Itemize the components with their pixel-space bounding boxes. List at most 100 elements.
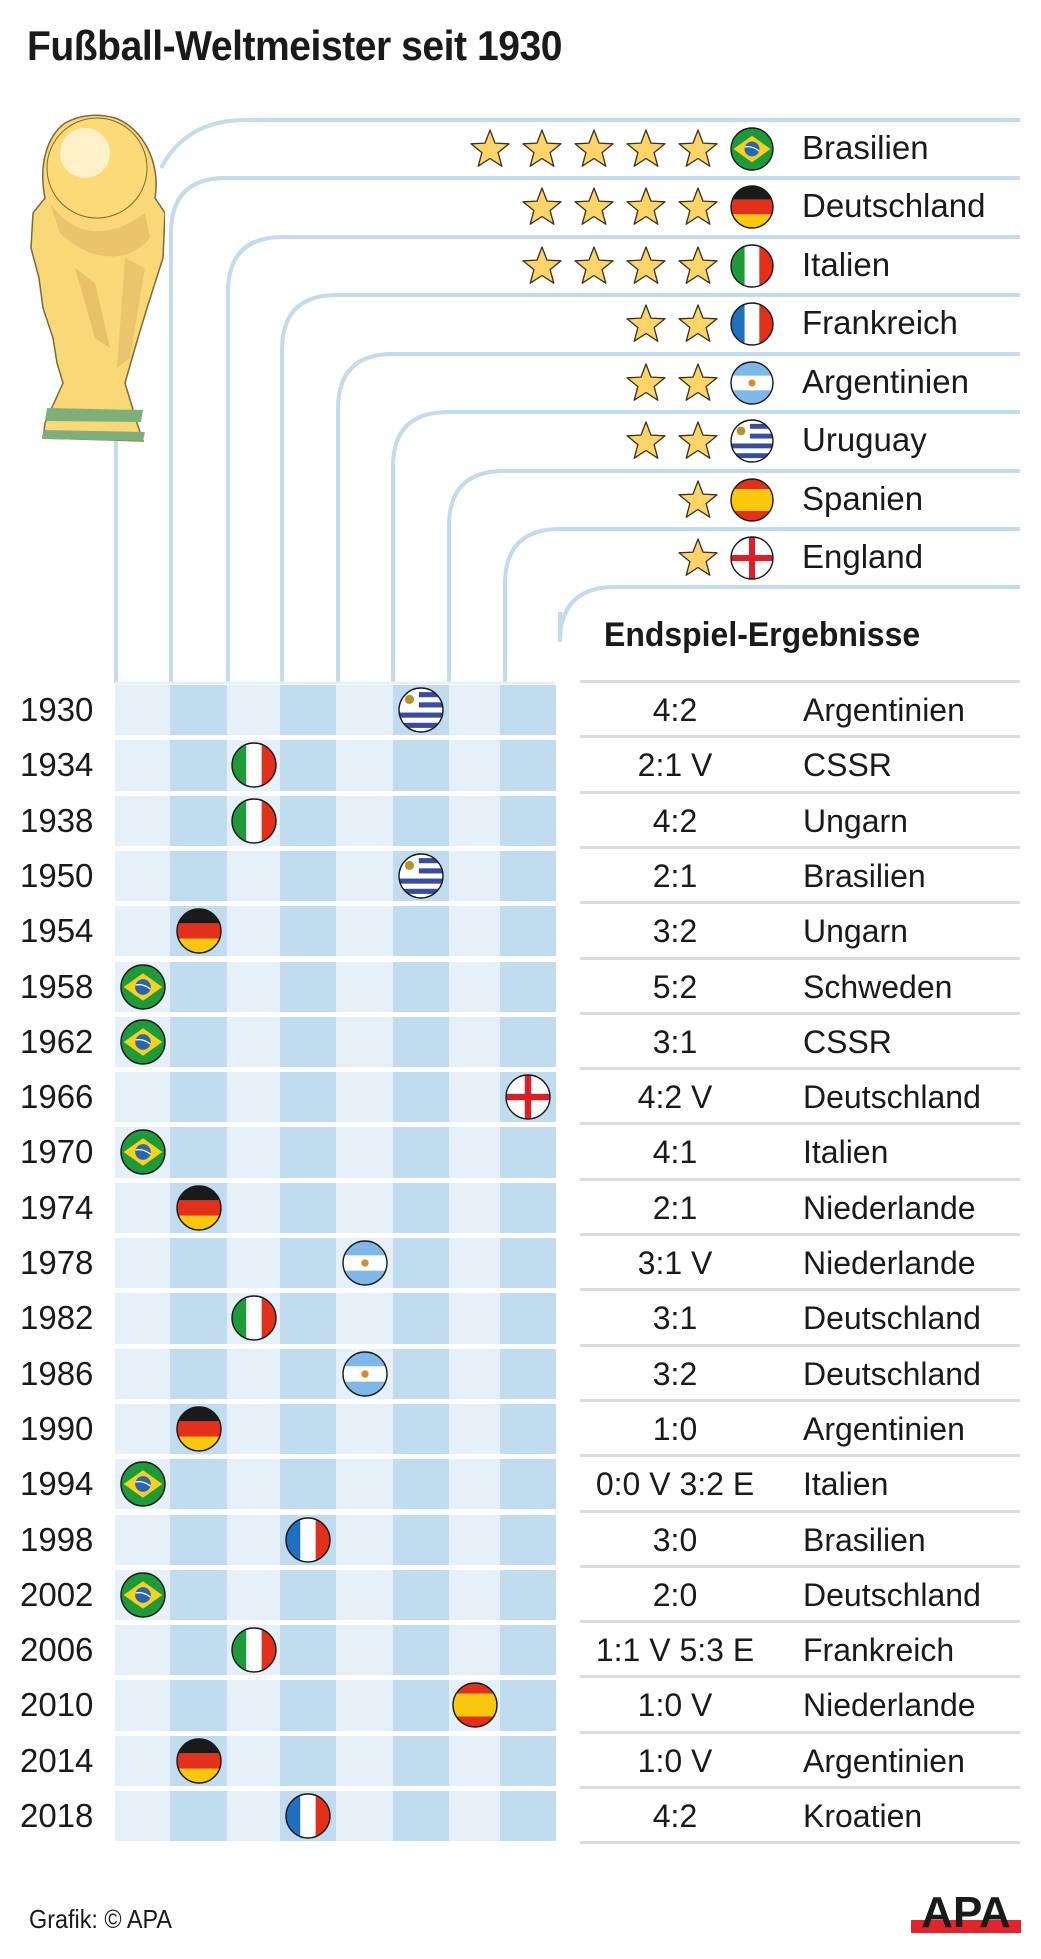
grid-cell [227,1791,280,1842]
flag-england-icon [505,1074,551,1120]
final-score: 2:1 [652,857,698,894]
grid-cell [449,795,500,846]
flag-england-icon [730,536,774,580]
grid-cell [500,1680,556,1731]
final-opponent: Ungarn [803,802,908,839]
grid-cell [449,961,500,1012]
grid-cell [449,1016,500,1068]
grid-cell [115,1348,170,1399]
result-row: 2:1 Niederlande [580,1181,1020,1236]
final-opponent: CSSR [803,1023,892,1060]
grid-cell [500,961,556,1012]
connector-line [114,118,1020,683]
star-icon [470,129,510,167]
final-score: 3:0 [652,1521,698,1558]
flag-germany-icon [730,185,774,229]
grid-cell [115,906,170,957]
result-divider [580,1564,1020,1568]
grid-cell [115,1791,170,1842]
grid-cell [227,1016,280,1068]
grid-cell [393,740,449,791]
result-row: 2:0 Deutschland [580,1568,1020,1623]
final-opponent: Italien [803,1134,889,1171]
final-score: 0:0 V 3:2 E [595,1466,755,1503]
result-row: 0:0 V 3:2 E Italien [580,1457,1020,1512]
result-row: 5:2 Schweden [580,960,1020,1015]
result-divider [580,735,1020,739]
flag-uruguay-icon [398,687,444,733]
final-opponent: Schweden [803,968,953,1005]
star-icon [678,480,718,518]
grid-cell [393,1569,449,1621]
grid-cell [115,1238,170,1289]
grid-cell [393,1680,449,1731]
grid-cell [393,1514,449,1565]
grid-cell [449,1072,500,1123]
grid-cell [227,1459,280,1510]
title-stars [624,301,720,345]
year-label: 1934 [20,746,94,784]
result-divider [580,1011,1020,1015]
final-opponent: CSSR [803,747,892,784]
result-row: 3:1 V Niederlande [580,1236,1020,1291]
country-row: Uruguay [440,411,1020,469]
results-connector-line [558,585,1020,643]
grid-cell [227,1735,280,1786]
grid-cell [280,906,336,957]
final-score: 4:2 [652,802,698,839]
grid-cell [227,1680,280,1731]
result-row: 3:1 CSSR [580,1015,1020,1070]
final-score: 4:2 [652,692,698,728]
grid-cell [449,1459,500,1510]
final-score: 2:0 [652,1576,698,1613]
flag-italy-icon [230,742,277,788]
country-row: Spanien [440,470,1020,528]
final-opponent: Deutschland [803,1300,981,1337]
star-icon [678,187,718,225]
flag-france-icon [285,1516,331,1563]
grid-cell [280,795,336,846]
grid-cell [227,850,280,902]
grid-cell [170,961,227,1012]
star-icon [522,246,562,284]
result-divider [580,1067,1020,1071]
grid-cell [449,1293,500,1344]
result-row: 4:2 Kroatien [580,1789,1020,1844]
grid-cell [227,1127,280,1178]
grid-cell [280,685,336,736]
grid-cell [115,685,170,736]
grid-cell [227,1238,280,1289]
result-row: 2:1 V CSSR [580,738,1020,793]
grid-cell [500,906,556,957]
final-score: 2:1 [652,1189,698,1226]
final-score: 5:2 [652,968,698,1005]
year-label: 1974 [20,1188,94,1226]
result-divider [580,1122,1020,1126]
flag-italy-icon [230,1627,277,1673]
grid-cell [170,1514,227,1565]
results-heading: Endspiel-Ergebnisse [604,616,921,654]
grid-cell [170,1293,227,1344]
flag-uruguay-icon [398,853,444,899]
country-name: Italien [802,246,891,283]
final-score: 4:1 [652,1134,698,1171]
grid-cell [336,961,393,1012]
star-icon [626,304,666,342]
country-name: Frankreich [802,304,958,341]
country-name: Deutschland [802,187,986,224]
connector-line [169,176,1020,683]
grid-cell [393,961,449,1012]
grid-cell [500,850,556,902]
grid-cell [280,1182,336,1233]
grid-cell [280,1293,336,1344]
grid-cell [115,1403,170,1455]
country-row: Brasilien [440,119,1020,177]
grid-cell [336,850,393,902]
result-divider [580,1675,1020,1679]
flag-brazil-icon [730,127,774,171]
result-divider [580,1509,1020,1513]
grid-cell [115,1625,170,1676]
final-score: 4:2 [652,1798,698,1834]
grid-cell [170,1348,227,1399]
year-label: 1970 [20,1133,94,1171]
